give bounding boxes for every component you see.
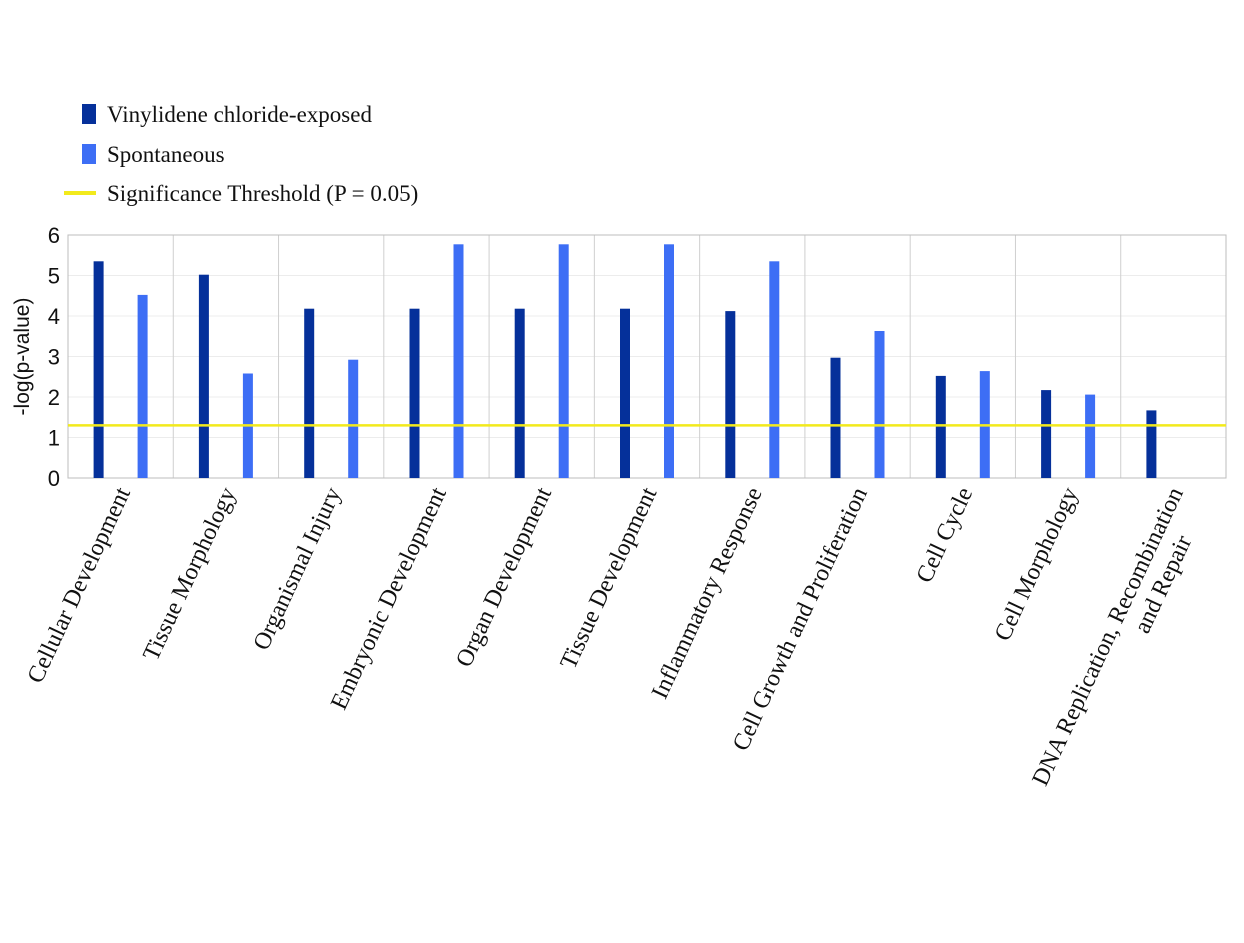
bar-vinylidene	[514, 308, 525, 478]
legend-item-threshold: Significance Threshold (P = 0.05)	[64, 181, 418, 206]
legend-label: Spontaneous	[107, 142, 225, 167]
bar-vinylidene	[620, 308, 630, 478]
bar-vinylidene	[304, 308, 315, 478]
bar-spontaneous	[664, 244, 674, 478]
bar-spontaneous	[874, 331, 885, 478]
bar-vinylidene	[1146, 410, 1157, 478]
legend-item-vinylidene: Vinylidene chloride-exposed	[82, 102, 372, 127]
plot-frame	[67, 234, 1227, 479]
bar-vinylidene	[935, 375, 946, 478]
bar-vinylidene	[409, 308, 420, 478]
bar-vinylidene	[1041, 390, 1052, 478]
y-tick-label: 6	[48, 223, 60, 248]
legend-swatch	[82, 144, 96, 164]
plot-area: 0 1 2 3 4 5 6	[48, 223, 1227, 491]
legend-label: Vinylidene chloride-exposed	[107, 102, 372, 127]
y-tick-label: 3	[48, 345, 60, 370]
legend-swatch	[82, 104, 96, 124]
bar-spontaneous	[348, 359, 359, 478]
bar-spontaneous	[558, 244, 569, 478]
legend-item-spontaneous: Spontaneous	[82, 142, 225, 167]
y-tick-label: 5	[48, 264, 60, 289]
y-axis-label: -log(p-value)	[11, 298, 34, 416]
y-tick-label: 1	[48, 426, 60, 451]
bar-vinylidene	[93, 261, 104, 478]
bar-spontaneous	[769, 261, 780, 478]
legend: Vinylidene chloride-exposed Spontaneous Si…	[64, 102, 418, 206]
y-tick-label: 2	[48, 385, 60, 410]
bar-vinylidene	[830, 357, 841, 478]
bar-vinylidene	[198, 274, 209, 478]
y-tick-label: 0	[48, 466, 60, 491]
bar-spontaneous	[453, 244, 464, 478]
bar-spontaneous	[137, 294, 148, 478]
bar-vinylidene	[725, 311, 736, 478]
legend-swatch	[64, 191, 96, 195]
bar-spontaneous	[1085, 394, 1096, 478]
legend-label: Significance Threshold (P = 0.05)	[107, 181, 418, 206]
y-tick-label: 4	[48, 304, 60, 329]
